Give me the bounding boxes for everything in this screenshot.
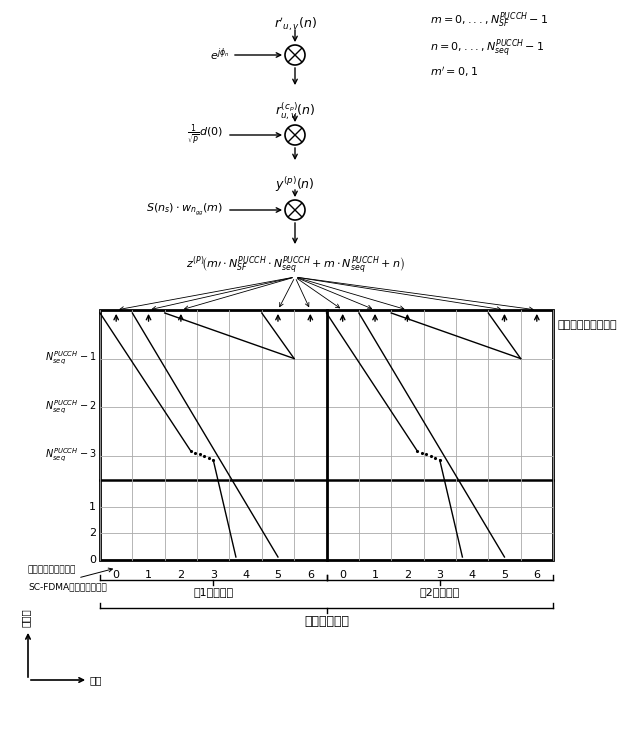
Text: $e^{j\phi_n}$: $e^{j\phi_n}$ bbox=[210, 47, 230, 63]
Text: $z^{(P)}\!\left(m\prime \cdot N_{SF}^{PUCCH} \cdot N_{seq}^{PUCCH} + m \cdot N_{: $z^{(P)}\!\left(m\prime \cdot N_{SF}^{PU… bbox=[185, 255, 404, 277]
Text: 2: 2 bbox=[177, 570, 185, 580]
Text: $r^{(c_p)}_{u,v}(n)$: $r^{(c_p)}_{u,v}(n)$ bbox=[275, 100, 315, 122]
Text: $m'=0,1$: $m'=0,1$ bbox=[430, 65, 478, 79]
Text: 第1スロット: 第1スロット bbox=[193, 587, 233, 597]
Text: 0: 0 bbox=[113, 570, 119, 580]
Text: 6: 6 bbox=[307, 570, 314, 580]
Text: 4: 4 bbox=[242, 570, 249, 580]
Text: $S(n_s) \cdot w_{n_{gg}}(m)$: $S(n_s) \cdot w_{n_{gg}}(m)$ bbox=[146, 202, 223, 218]
Text: 1: 1 bbox=[371, 570, 379, 580]
Text: $\frac{1}{\sqrt{P}}d(0)$: $\frac{1}{\sqrt{P}}d(0)$ bbox=[187, 122, 223, 148]
Text: 1: 1 bbox=[145, 570, 152, 580]
Text: 0: 0 bbox=[339, 570, 346, 580]
Text: 第2スロット: 第2スロット bbox=[420, 587, 460, 597]
Text: $N_{seq}^{PUCCH}-2$: $N_{seq}^{PUCCH}-2$ bbox=[45, 398, 96, 416]
Text: $r'_{u,v}(n)$: $r'_{u,v}(n)$ bbox=[274, 15, 317, 33]
Text: 5: 5 bbox=[501, 570, 508, 580]
Text: スロット内における: スロット内における bbox=[28, 565, 77, 574]
Text: 0: 0 bbox=[89, 555, 96, 565]
Text: 5: 5 bbox=[274, 570, 282, 580]
Text: $n=0,...,N_{seq}^{PUCCH}-1$: $n=0,...,N_{seq}^{PUCCH}-1$ bbox=[430, 38, 544, 60]
Text: 3: 3 bbox=[436, 570, 443, 580]
Text: リソースエレメント: リソースエレメント bbox=[558, 320, 618, 330]
Text: 1: 1 bbox=[89, 501, 96, 512]
Text: $N_{seq}^{PUCCH}-1$: $N_{seq}^{PUCCH}-1$ bbox=[45, 350, 96, 367]
Text: 2: 2 bbox=[404, 570, 411, 580]
Text: サブフレーム: サブフレーム bbox=[304, 615, 349, 628]
Text: 時間: 時間 bbox=[90, 675, 103, 685]
Text: $m=0,...,N_{SF}^{PUCCH}-1$: $m=0,...,N_{SF}^{PUCCH}-1$ bbox=[430, 10, 548, 29]
Text: SC-FDMAシンボルの番号: SC-FDMAシンボルの番号 bbox=[28, 582, 107, 591]
Text: 頻度数: 頻度数 bbox=[21, 608, 31, 627]
Text: 6: 6 bbox=[533, 570, 541, 580]
Text: 3: 3 bbox=[210, 570, 216, 580]
Bar bbox=[100, 310, 553, 560]
Text: $N_{seq}^{PUCCH}-3$: $N_{seq}^{PUCCH}-3$ bbox=[45, 447, 96, 464]
Text: 2: 2 bbox=[89, 529, 96, 538]
Text: $y^{(p)}(n)$: $y^{(p)}(n)$ bbox=[275, 175, 315, 194]
Text: 4: 4 bbox=[468, 570, 476, 580]
